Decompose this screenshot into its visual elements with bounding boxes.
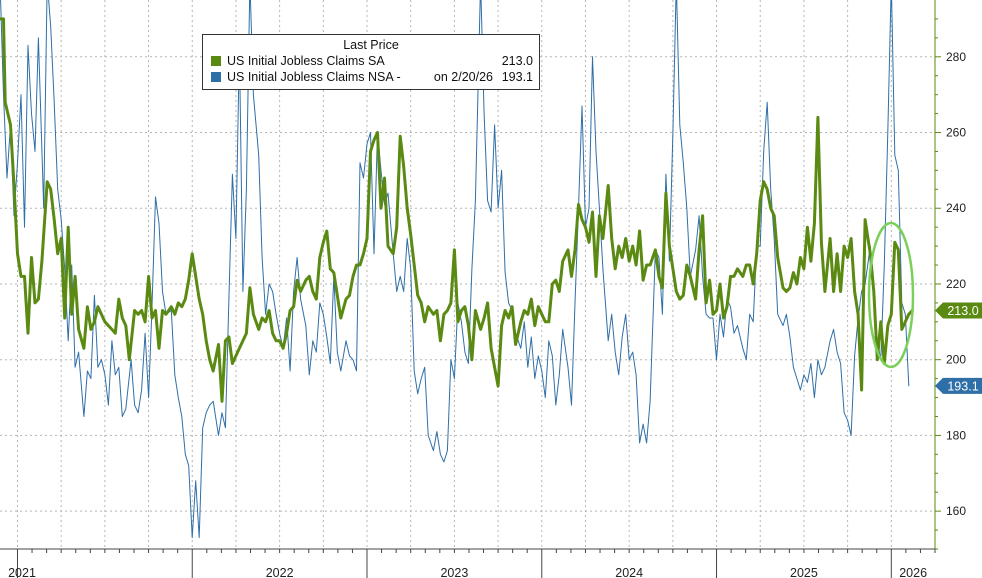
y-tick-label: 180 (946, 428, 966, 442)
x-tick-label: 2023 (440, 566, 468, 578)
y-tick-label: 260 (946, 126, 966, 140)
series-line-sa (0, 17, 914, 403)
x-tick-label: 2024 (615, 566, 643, 578)
legend-row-nsa: US Initial Jobless Claims NSA - on 2/20/… (203, 69, 539, 85)
legend-label-sa: US Initial Jobless Claims SA (227, 54, 385, 68)
y-tick-label: 280 (946, 50, 966, 64)
tag-sa-bg (935, 302, 982, 319)
x-tick-label: 2022 (266, 566, 294, 578)
y-tick-label: 240 (946, 201, 966, 215)
legend-box: Last Price US Initial Jobless Claims SA … (202, 34, 540, 90)
legend-swatch-sa (211, 56, 221, 66)
tag-nsa-bg (935, 377, 982, 394)
tag-nsa-label: 193.1 (947, 379, 978, 393)
legend-value-nsa: 193.1 (501, 70, 533, 84)
x-tick-label: 2021 (8, 566, 36, 578)
legend-label-nsa: US Initial Jobless Claims NSA - (227, 70, 401, 84)
legend-row-sa: US Initial Jobless Claims SA 213.0 (203, 53, 539, 69)
x-tick-label: 2026 (899, 566, 927, 578)
tag-sa-label: 213.0 (947, 304, 978, 318)
y-axis: 160 180 200 220 240 260 280 (934, 0, 966, 550)
x-tick-label: 2025 (790, 566, 818, 578)
last-value-tags: 213.0 193.1 (935, 302, 982, 394)
legend-swatch-nsa (211, 72, 221, 82)
legend-date-nsa: on 2/20/26 (433, 70, 493, 84)
gridlines (0, 0, 936, 549)
y-tick-label: 200 (946, 353, 966, 367)
y-tick-label: 160 (946, 504, 966, 518)
y-tick-label: 220 (946, 277, 966, 291)
x-axis: 2021 2022 2023 2024 2025 2026 (0, 548, 936, 578)
annotation-layer (867, 221, 915, 369)
legend-value-sa: 213.0 (501, 54, 533, 68)
legend-header: Last Price (343, 38, 399, 52)
highlight-circle (867, 221, 915, 369)
series-lines (0, 0, 914, 539)
